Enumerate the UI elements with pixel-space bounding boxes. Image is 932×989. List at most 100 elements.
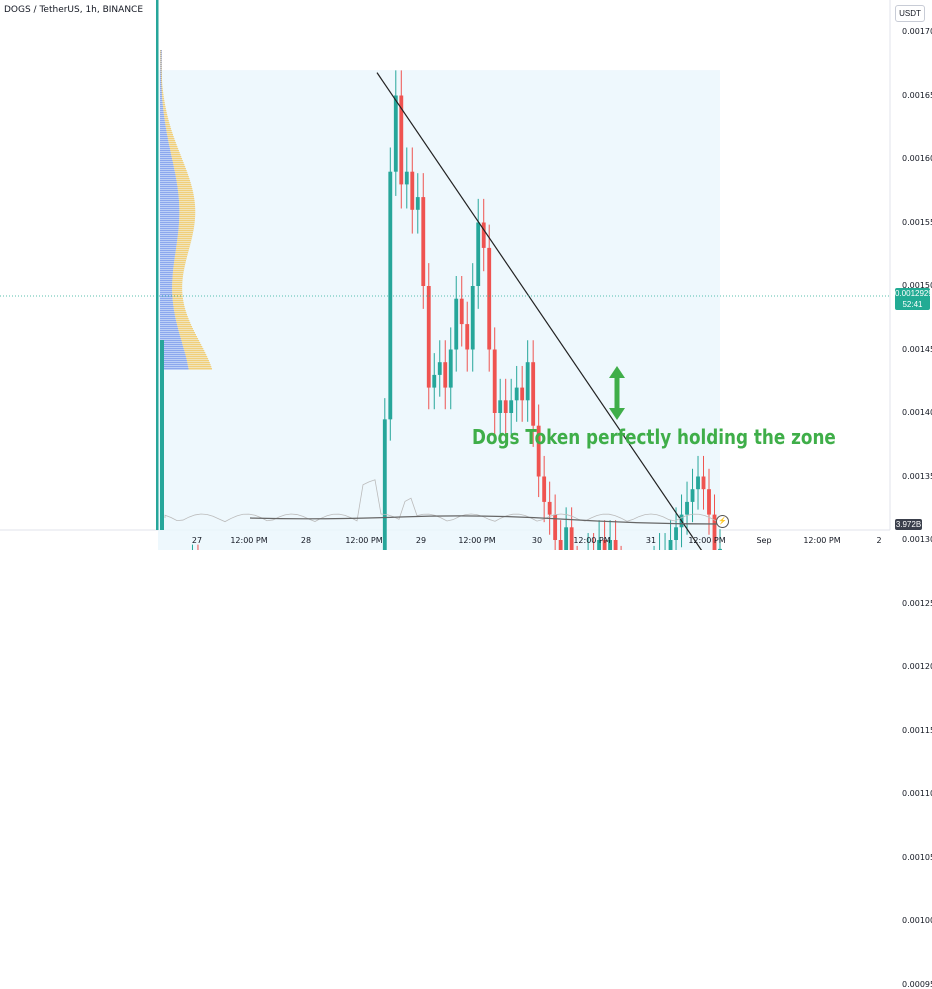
lightning-icon[interactable]: ⚡ bbox=[716, 515, 729, 528]
volume-profile-row bbox=[179, 208, 196, 210]
volume-profile-row bbox=[160, 96, 163, 98]
volume-profile-row bbox=[160, 186, 178, 188]
arrow-down-head bbox=[609, 408, 625, 420]
volume-profile-row bbox=[174, 170, 187, 172]
volume-profile-row bbox=[160, 162, 173, 164]
volume-profile-row bbox=[160, 304, 174, 306]
volume-profile-row bbox=[160, 278, 173, 280]
volume-profile-row bbox=[160, 198, 179, 200]
volume-profile-row bbox=[174, 168, 186, 170]
volume-profile-row bbox=[160, 58, 162, 60]
volume-profile-row bbox=[160, 102, 163, 104]
candle-body bbox=[608, 540, 613, 550]
volume-profile-row bbox=[160, 310, 175, 312]
volume-profile-row bbox=[179, 202, 195, 204]
volume-profile-row bbox=[160, 158, 173, 160]
volume-profile-row bbox=[166, 130, 172, 132]
volume-profile-row bbox=[161, 90, 163, 92]
time-tick-label: Sep bbox=[756, 536, 772, 545]
volume-profile-row bbox=[160, 312, 175, 314]
volume-profile-row bbox=[183, 348, 204, 350]
volume-profile-row bbox=[173, 266, 185, 268]
history-edge-bar bbox=[160, 340, 164, 530]
volume-profile-row bbox=[160, 152, 171, 154]
volume-profile-row bbox=[183, 346, 203, 348]
volume-profile-row bbox=[160, 78, 162, 80]
volume-profile-row bbox=[160, 82, 162, 84]
candle-body bbox=[685, 501, 689, 515]
volume-profile-row bbox=[173, 164, 185, 166]
volume-profile-row bbox=[181, 340, 200, 342]
volume-profile-row bbox=[160, 212, 180, 214]
candle-body bbox=[454, 298, 459, 350]
price-tick-label: 0.0013000 bbox=[902, 535, 932, 544]
volume-profile-row bbox=[160, 224, 179, 226]
volume-profile-row bbox=[173, 306, 185, 308]
volume-profile-row bbox=[160, 84, 162, 86]
volume-profile-row bbox=[160, 154, 172, 156]
price-chart[interactable] bbox=[0, 0, 932, 550]
price-tick-label: 0.0012000 bbox=[902, 662, 932, 671]
volume-profile-row bbox=[160, 246, 177, 248]
volume-profile-row bbox=[160, 268, 174, 270]
candle-body bbox=[701, 476, 706, 490]
volume-profile-row bbox=[166, 132, 173, 134]
volume-profile-row bbox=[160, 54, 162, 56]
volume-profile-row bbox=[169, 148, 179, 150]
candle-body bbox=[613, 540, 618, 550]
currency-button[interactable]: USDT bbox=[895, 5, 925, 22]
volume-profile-row bbox=[172, 284, 183, 286]
volume-profile-row bbox=[160, 274, 173, 276]
candle-body bbox=[415, 197, 420, 210]
price-tick-label: 0.0013500 bbox=[902, 471, 932, 481]
time-tick-label: 12:00 PM bbox=[688, 536, 726, 545]
volume-profile-row bbox=[172, 282, 183, 284]
volume-profile-row bbox=[174, 258, 187, 260]
volume-profile-row bbox=[178, 194, 194, 196]
volume-profile-row bbox=[180, 336, 198, 338]
volume-profile-row bbox=[160, 218, 180, 220]
price-tick-label: 0.0009500 bbox=[902, 979, 932, 989]
volume-profile-row bbox=[161, 86, 163, 88]
symbol-title[interactable]: DOGS / TetherUS, 1h, BINANCE bbox=[4, 5, 144, 15]
volume-profile-row bbox=[160, 346, 184, 348]
volume-profile-row bbox=[178, 192, 194, 194]
volume-profile-row bbox=[160, 260, 175, 262]
volume-profile-row bbox=[160, 128, 167, 130]
volume-profile-row bbox=[160, 244, 177, 246]
candle-body bbox=[602, 540, 607, 550]
volume-profile-row bbox=[160, 230, 179, 232]
candle-body bbox=[410, 171, 415, 210]
volume-profile-row bbox=[175, 316, 188, 318]
volume-profile-row bbox=[160, 98, 163, 100]
volume-profile-row bbox=[172, 276, 183, 278]
volume-profile-row bbox=[173, 270, 184, 272]
volume-profile-row bbox=[160, 266, 174, 268]
price-tick-label: 0.0010000 bbox=[902, 916, 932, 925]
candle-body bbox=[421, 197, 426, 286]
volume-profile-row bbox=[160, 302, 174, 304]
volume-profile-row bbox=[160, 72, 162, 74]
volume-profile-row bbox=[172, 162, 184, 164]
volume-profile-row bbox=[160, 88, 162, 90]
time-tick-label: 12:00 PM bbox=[345, 536, 383, 545]
volume-profile-row bbox=[160, 348, 184, 350]
volume-profile-row bbox=[160, 306, 174, 308]
candle-body bbox=[443, 362, 448, 388]
volume-profile-row bbox=[179, 212, 196, 214]
volume-value-tag: 3.972B bbox=[895, 519, 922, 530]
volume-profile-row bbox=[160, 108, 164, 110]
volume-profile-row bbox=[160, 192, 179, 194]
volume-profile-row bbox=[160, 66, 162, 68]
candle-body bbox=[696, 476, 700, 490]
arrow-up-head bbox=[609, 366, 625, 378]
volume-profile-row bbox=[161, 80, 163, 82]
volume-profile-row bbox=[160, 70, 162, 72]
volume-profile-row bbox=[160, 134, 168, 136]
volume-profile-row bbox=[160, 250, 176, 252]
price-tick-label: 0.0011000 bbox=[902, 789, 932, 798]
volume-profile-row bbox=[160, 200, 180, 202]
volume-profile-row bbox=[160, 170, 175, 172]
volume-profile-row bbox=[160, 324, 178, 326]
volume-profile-row bbox=[167, 138, 175, 140]
